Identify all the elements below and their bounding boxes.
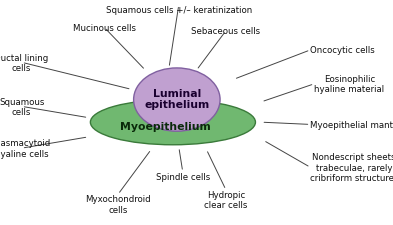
- Text: Myxochondroid
cells: Myxochondroid cells: [85, 195, 151, 214]
- Text: Oncocytic cells: Oncocytic cells: [310, 46, 375, 55]
- Text: Squamous
cells: Squamous cells: [0, 97, 44, 117]
- Text: Ductal lining
cells: Ductal lining cells: [0, 53, 49, 73]
- Text: Myoepithelial mantle: Myoepithelial mantle: [310, 120, 393, 129]
- Text: Eosinophilic
hyaline material: Eosinophilic hyaline material: [314, 75, 384, 94]
- Text: Squamous cells +/– keratinization: Squamous cells +/– keratinization: [106, 6, 252, 15]
- Text: Hydropic
clear cells: Hydropic clear cells: [204, 190, 248, 209]
- Text: Sebaceous cells: Sebaceous cells: [191, 27, 261, 36]
- Ellipse shape: [134, 69, 220, 132]
- Text: Mucinous cells: Mucinous cells: [73, 24, 136, 33]
- Text: Myoepithelium: Myoepithelium: [120, 121, 210, 131]
- Text: Plasmacytoid
hyaline cells: Plasmacytoid hyaline cells: [0, 139, 50, 158]
- Text: Nondescript sheets,
trabeculae, rarely
cribriform structures: Nondescript sheets, trabeculae, rarely c…: [310, 153, 393, 182]
- Text: Luminal
epithelium: Luminal epithelium: [144, 88, 209, 110]
- Text: Spindle cells: Spindle cells: [156, 172, 210, 181]
- Ellipse shape: [90, 100, 255, 145]
